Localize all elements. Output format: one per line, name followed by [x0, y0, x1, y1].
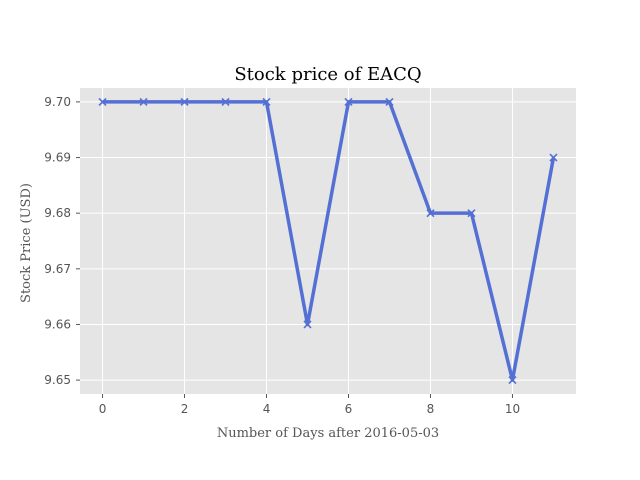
data-point-marker — [139, 97, 148, 106]
plot-area — [80, 88, 576, 394]
data-point-marker — [262, 97, 271, 106]
series-layer — [98, 97, 558, 385]
data-point-marker — [221, 97, 230, 106]
data-point-marker — [508, 376, 517, 385]
y-tick-label: 9.66 — [44, 317, 71, 331]
y-tick-label: 9.68 — [44, 206, 71, 220]
series-line — [102, 100, 556, 382]
x-tick-label: 6 — [345, 402, 353, 416]
data-point-marker — [180, 97, 189, 106]
data-point-marker — [303, 320, 312, 329]
x-tick-label: 0 — [99, 402, 107, 416]
x-axis-label: Number of Days after 2016-05-03 — [217, 426, 439, 441]
y-tick-label: 9.69 — [44, 151, 71, 165]
x-tick-label: 4 — [263, 402, 271, 416]
data-point-marker — [467, 209, 476, 218]
x-tick-label: 8 — [427, 402, 435, 416]
data-point-marker — [98, 97, 107, 106]
y-tick-label: 9.70 — [44, 95, 71, 109]
y-axis-label: Stock Price (USD) — [19, 183, 34, 303]
x-tick-label: 2 — [181, 402, 189, 416]
x-tick-label: 10 — [505, 402, 520, 416]
data-point-marker — [549, 153, 558, 162]
y-tick-label: 9.67 — [44, 262, 71, 276]
data-point-marker — [385, 97, 394, 106]
axis-ticks: 0 2 4 6 8 10 9.65 9.66 9.67 9.68 9.69 9.70 — [44, 95, 520, 416]
data-point-marker — [426, 209, 435, 218]
y-tick-label: 9.65 — [44, 373, 71, 387]
chart-title: Stock price of EACQ — [234, 64, 421, 85]
data-point-marker — [344, 97, 353, 106]
